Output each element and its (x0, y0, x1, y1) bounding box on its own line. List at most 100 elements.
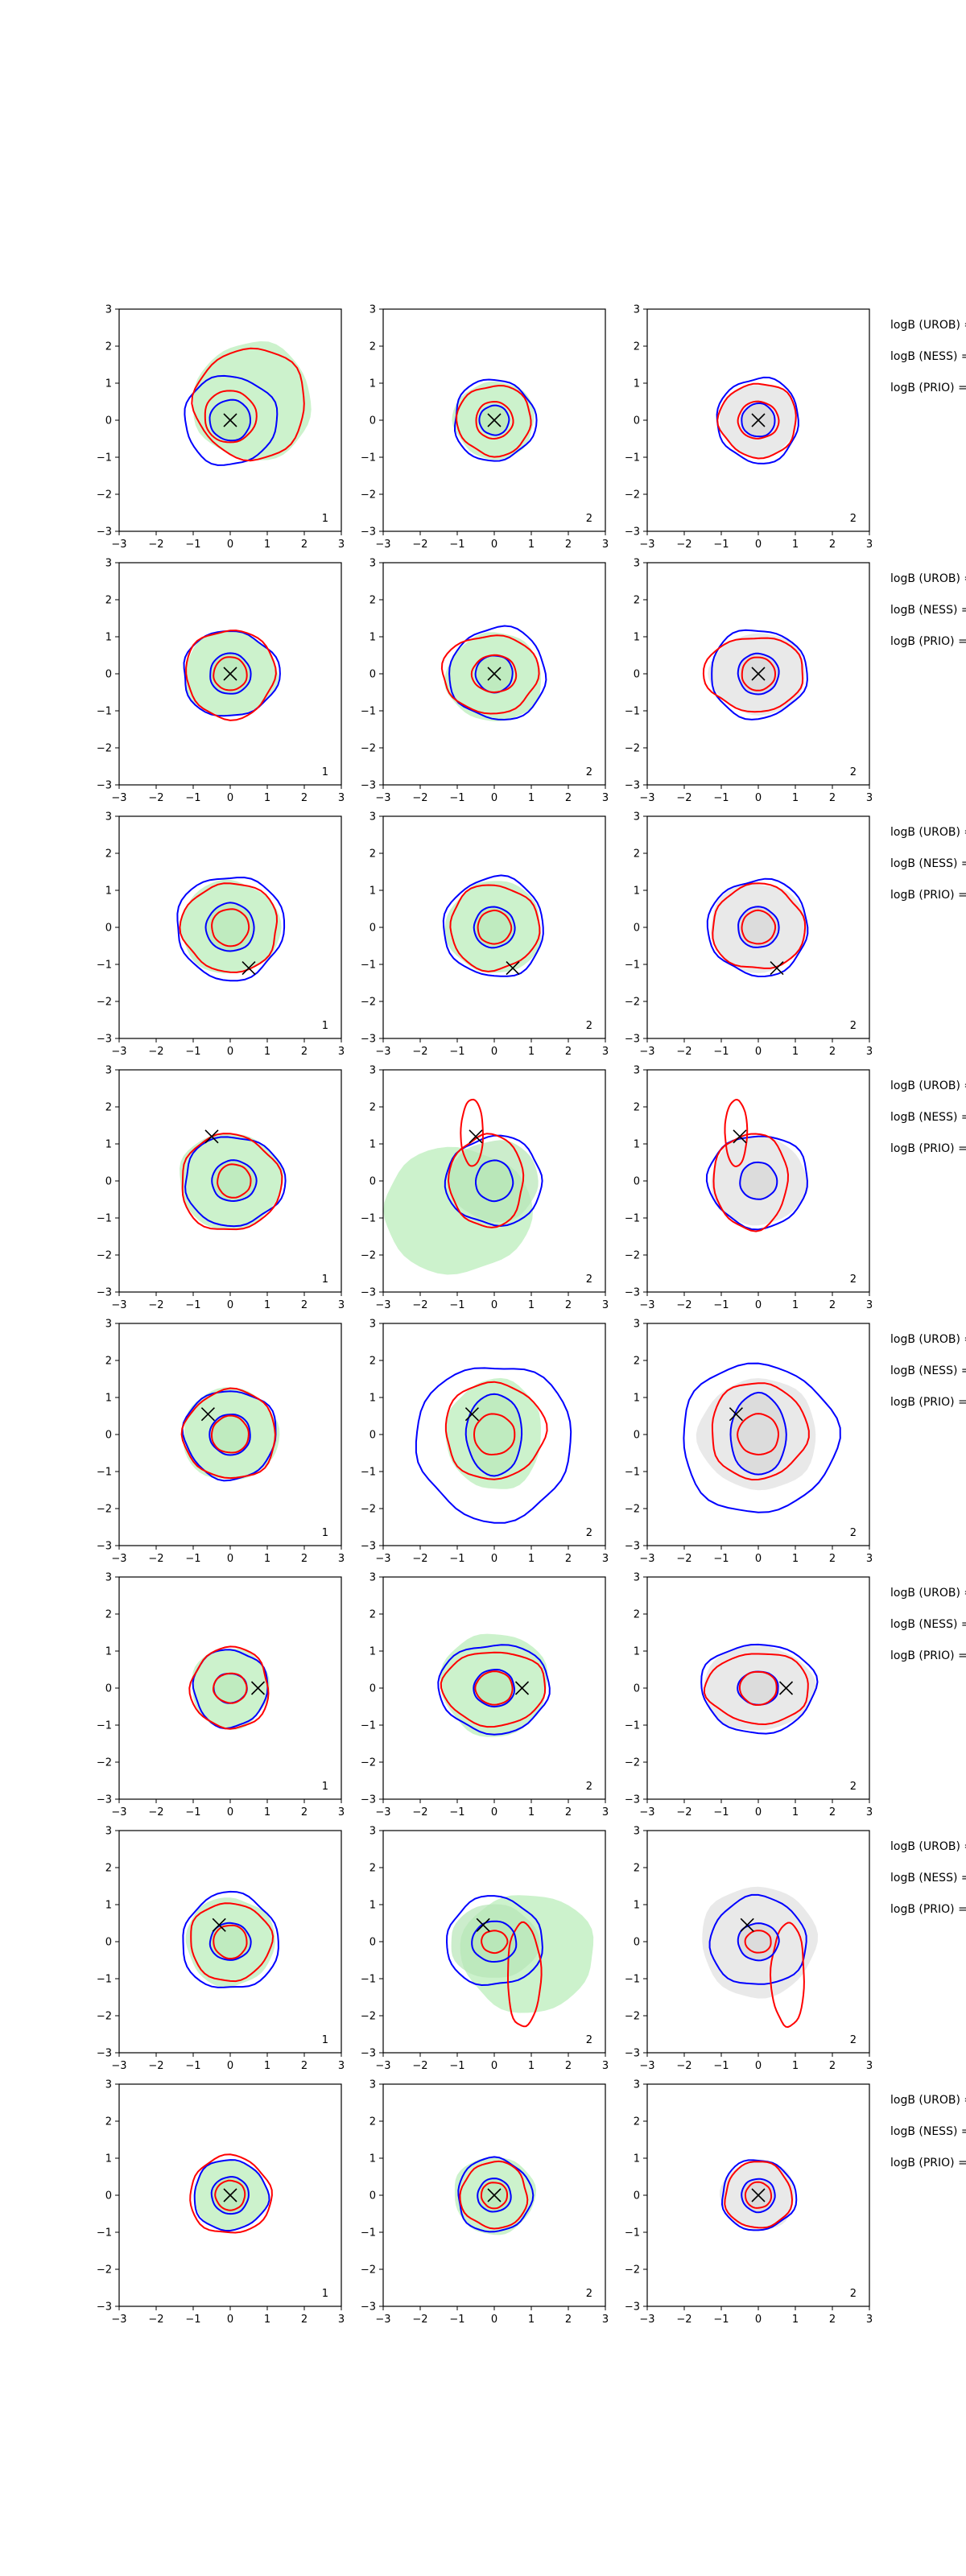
contour-blue-outer (442, 874, 544, 977)
y-tick-label: −1 (625, 960, 640, 972)
y-tick-label: 0 (105, 923, 112, 935)
y-tick-label: 1 (105, 1900, 112, 1912)
y-tick-label: 0 (369, 1176, 376, 1188)
x-tick-label: −1 (185, 1553, 200, 1565)
y-tick-label: −2 (625, 743, 640, 755)
y-tick-label: 3 (634, 558, 640, 570)
y-tick-label: 2 (369, 848, 376, 861)
x-tick-label: −2 (676, 539, 691, 551)
y-tick-label: 0 (634, 669, 640, 681)
density-fill-peak (466, 1393, 522, 1476)
y-tick-label: 2 (105, 1356, 112, 1368)
y-tick-label: 3 (105, 1826, 112, 1838)
contour-blue-inner (471, 1920, 518, 1963)
row-label: logB (UROB) = (890, 572, 966, 585)
row-label: logB (UROB) = (890, 1587, 966, 1600)
panel-r7-c2: −3−3 −2 −2 −1 −1 0 0 1 1 2 2 3 3 2 (361, 1826, 609, 2073)
y-tick-label: 2 (634, 1609, 640, 1621)
row-label: logB (NESS) = (890, 857, 966, 870)
contour-blue-inner (204, 902, 255, 952)
y-tick-label: −2 (97, 2264, 112, 2277)
y-tick-label: 2 (105, 848, 112, 861)
y-tick-label: −3 (97, 1794, 112, 1806)
panel-corner-label: 1 (322, 513, 328, 525)
x-tick-label: −2 (676, 1299, 691, 1311)
x-tick-label: −1 (185, 2060, 200, 2072)
row-label: logB (NESS) = (890, 350, 966, 363)
x-tick-label: −3 (111, 1046, 126, 1058)
y-tick-label: −3 (625, 526, 640, 539)
x-tick-label: 3 (602, 1553, 609, 1565)
contour-red-outer (180, 1387, 276, 1480)
x-tick-label: 0 (227, 2314, 233, 2326)
x-tick-label: 2 (565, 1046, 572, 1058)
y-tick-label: 3 (369, 558, 376, 570)
x-tick-label: −1 (713, 539, 729, 551)
row-label: logB (PRIO) = (890, 1142, 966, 1155)
contour-blue-outer (711, 629, 808, 720)
y-tick-label: 1 (105, 1139, 112, 1151)
x-tick-label: 2 (565, 1806, 572, 1818)
x-tick-label: −3 (375, 539, 390, 551)
contour-blue-inner (211, 1159, 258, 1203)
panel-corner-label: 1 (322, 1274, 328, 1286)
y-tick-label: 1 (105, 1646, 112, 1658)
x-tick-label: 1 (528, 2060, 535, 2072)
x-tick-label: −2 (148, 539, 163, 551)
density-fill-peak (475, 1160, 513, 1202)
y-tick-label: −2 (361, 2264, 376, 2277)
x-tick-label: 1 (792, 1553, 799, 1565)
panel-corner-label: 2 (850, 2034, 857, 2046)
y-tick-label: 0 (105, 1937, 112, 1949)
x-tick-label: −2 (148, 792, 163, 804)
y-tick-label: −1 (625, 706, 640, 718)
contour-red-inner (204, 390, 258, 444)
x-tick-label: 0 (755, 539, 762, 551)
x-tick-label: 0 (491, 2060, 497, 2072)
x-tick-label: −3 (375, 1299, 390, 1311)
y-tick-label: −3 (97, 1541, 112, 1553)
y-tick-label: 2 (105, 1609, 112, 1621)
y-tick-label: 0 (634, 1683, 640, 1695)
contour-blue-inner (464, 1393, 523, 1477)
contour-red-outer (769, 1922, 805, 2029)
y-tick-label: −3 (625, 2048, 640, 2060)
x-tick-label: −3 (375, 2314, 390, 2326)
contour-blue-outer (708, 1893, 807, 1985)
contour-blue-inner (473, 1668, 516, 1708)
x-tick-label: 1 (792, 1046, 799, 1058)
x-tick-label: 3 (866, 792, 873, 804)
contour-red-inner (477, 909, 513, 945)
x-tick-label: 1 (528, 539, 535, 551)
true-value-marker (250, 1681, 266, 1695)
contour-blue-outer (683, 1362, 841, 1513)
density-fill-peak (209, 1923, 250, 1960)
y-tick-label: 3 (105, 304, 112, 316)
y-tick-label: −1 (625, 452, 640, 464)
x-tick-label: 3 (866, 1046, 873, 1058)
contour-red-inner (724, 1098, 749, 1168)
y-tick-label: 3 (105, 811, 112, 824)
panel-r1-c3: −3−3 −2 −2 −1 −1 0 0 1 1 2 2 3 3 2 (625, 304, 873, 551)
panel-r8-c2: −3−3 −2 −2 −1 −1 0 0 1 1 2 2 3 3 2 (361, 2079, 609, 2326)
contour-red-inner (744, 2181, 773, 2209)
contour-red-outer (703, 1653, 809, 1726)
y-tick-label: 2 (634, 595, 640, 607)
contour-red-inner (211, 908, 250, 947)
panel-corner-label: 1 (322, 1781, 328, 1793)
contour-red-outer (724, 2161, 794, 2229)
contour-blue-inner (208, 398, 252, 442)
true-value-marker (740, 1918, 754, 1932)
row-label: logB (UROB) = (890, 2094, 966, 2107)
panel-r2-c2: −3−3 −2 −2 −1 −1 0 0 1 1 2 2 3 3 2 (361, 558, 609, 805)
x-tick-label: −2 (148, 1553, 163, 1565)
y-tick-label: −3 (361, 1034, 376, 1046)
contour-blue-outer (192, 1649, 269, 1730)
y-tick-label: 1 (105, 886, 112, 898)
y-tick-label: 0 (369, 669, 376, 681)
x-tick-label: −3 (111, 1553, 126, 1565)
x-tick-label: −3 (375, 1046, 390, 1058)
y-tick-label: 2 (105, 595, 112, 607)
contour-blue-outer (184, 1136, 287, 1228)
row-label: logB (PRIO) = (890, 1396, 966, 1409)
